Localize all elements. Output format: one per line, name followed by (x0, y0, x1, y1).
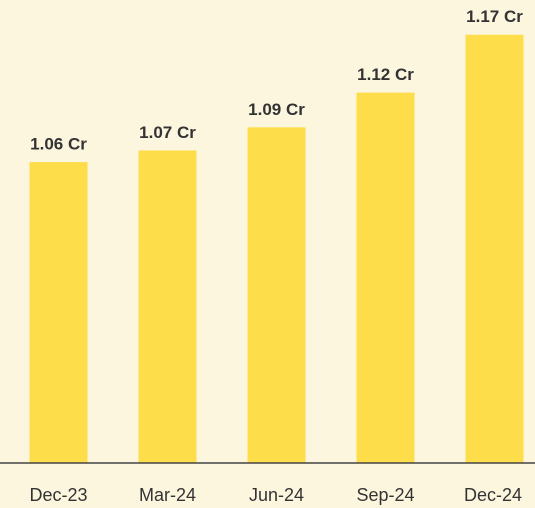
bar (356, 92, 415, 463)
x-tick-label: Dec-24 (464, 485, 522, 505)
value-label: 1.09 Cr (248, 100, 305, 119)
x-tick-label: Mar-24 (139, 485, 196, 505)
bar (247, 127, 306, 463)
bar (138, 150, 197, 463)
bar (29, 162, 88, 464)
value-label: 1.12 Cr (357, 65, 414, 84)
x-tick-label: Jun-24 (249, 485, 304, 505)
x-tick-label: Dec-23 (29, 485, 87, 505)
bar (465, 34, 524, 463)
x-tick-label: Sep-24 (356, 485, 414, 505)
value-label: 1.07 Cr (139, 123, 196, 142)
value-label: 1.17 Cr (466, 7, 523, 26)
value-label: 1.06 Cr (30, 135, 87, 154)
